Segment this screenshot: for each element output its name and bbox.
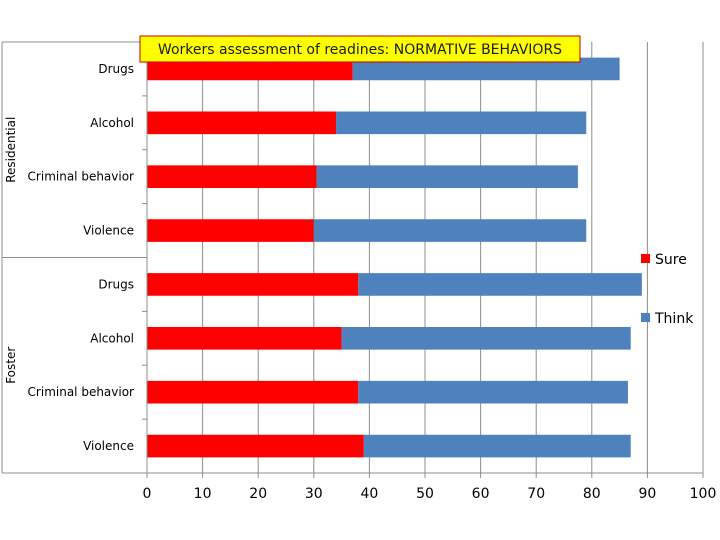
labels: Drugs Alcohol Criminal behavior Violence Dru… bbox=[4, 62, 716, 502]
x-tick-label: 10 bbox=[194, 486, 212, 502]
bar-think bbox=[358, 273, 642, 296]
bar-think bbox=[358, 380, 628, 404]
chart-title-box bbox=[139, 35, 581, 63]
category-label: Drugs bbox=[98, 62, 134, 76]
category-label: Criminal behavior bbox=[28, 385, 135, 399]
bar-think bbox=[313, 219, 587, 242]
bar-sure bbox=[147, 380, 359, 404]
legend-swatch bbox=[641, 254, 650, 263]
x-tick-label: 50 bbox=[416, 486, 434, 502]
chart-title-group: Workers assessment of readines: NORMATIV… bbox=[139, 35, 581, 63]
category-label: Drugs bbox=[98, 277, 134, 291]
bar-think bbox=[341, 326, 631, 350]
grid-lines bbox=[146, 42, 704, 473]
legend-swatch bbox=[641, 313, 650, 322]
x-tick-label: 30 bbox=[305, 486, 323, 502]
bar-sure bbox=[147, 165, 317, 189]
category-label: Alcohol bbox=[90, 331, 134, 345]
legend-label: Sure bbox=[655, 252, 687, 268]
bar-think bbox=[336, 111, 587, 135]
x-tick-label: 40 bbox=[360, 486, 378, 502]
x-tick-label: 60 bbox=[472, 486, 490, 502]
bars bbox=[147, 57, 642, 458]
legend-label: Think bbox=[654, 311, 694, 327]
bar-think bbox=[363, 434, 631, 458]
x-tick-label: 80 bbox=[583, 486, 601, 502]
category-label: Violence bbox=[83, 439, 134, 453]
bar-sure bbox=[147, 57, 353, 81]
bar-sure bbox=[147, 434, 364, 458]
group-label: Residential bbox=[4, 117, 18, 183]
bar-think bbox=[316, 165, 578, 189]
x-tick-label: 100 bbox=[690, 486, 717, 502]
bar-think bbox=[352, 57, 620, 81]
bar-sure bbox=[147, 326, 342, 350]
x-tick-label: 70 bbox=[527, 486, 545, 502]
chart-title: Workers assessment of readines: NORMATIV… bbox=[158, 42, 562, 58]
bar-sure bbox=[147, 219, 314, 242]
x-tick-label: 0 bbox=[143, 486, 152, 502]
bar-sure bbox=[147, 273, 359, 296]
axes bbox=[1, 41, 704, 478]
category-label: Violence bbox=[83, 224, 134, 238]
legend: Sure Think bbox=[641, 252, 694, 327]
x-tick-label: 90 bbox=[638, 486, 656, 502]
category-label: Criminal behavior bbox=[28, 170, 135, 184]
bar-sure bbox=[147, 111, 337, 135]
x-tick-label: 20 bbox=[249, 486, 267, 502]
category-label: Alcohol bbox=[90, 116, 134, 130]
group-label: Foster bbox=[4, 347, 18, 384]
